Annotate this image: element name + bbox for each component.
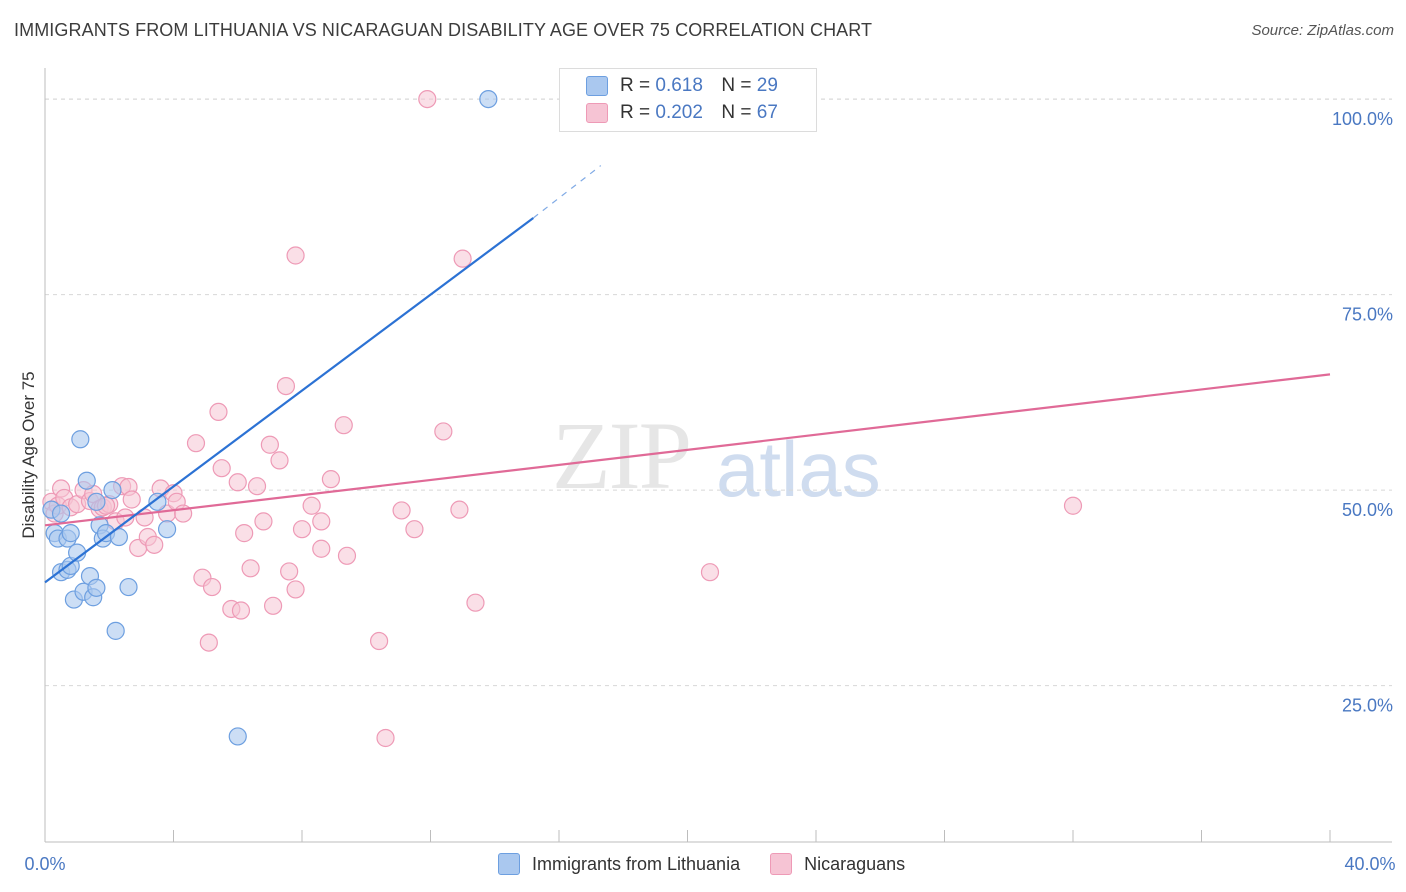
y-tick-label: 25.0% — [1342, 696, 1393, 716]
legend-r-value: 0.202 — [655, 102, 703, 123]
point-lithuania — [51, 504, 71, 523]
point-nicaraguans — [263, 596, 283, 615]
point-nicaraguans — [241, 559, 260, 578]
point-nicaraguans — [700, 563, 720, 582]
point-nicaraguans — [321, 470, 341, 489]
point-nicaraguans — [312, 512, 331, 531]
point-nicaraguans — [199, 633, 218, 652]
point-nicaraguans — [186, 434, 206, 453]
grid-layer — [45, 98, 1392, 687]
point-nicaraguans — [254, 512, 273, 531]
legend-n-label: N = — [721, 102, 752, 123]
point-lithuania — [87, 578, 106, 597]
legend-swatch-lithuania — [586, 76, 608, 96]
source-label: Source: ZipAtlas.com — [1251, 22, 1394, 39]
point-nicaraguans — [122, 490, 141, 509]
point-nicaraguans — [231, 601, 251, 620]
point-nicaraguans — [312, 539, 331, 558]
series-swatch-lithuania — [498, 853, 520, 875]
point-nicaraguans — [247, 477, 267, 496]
legend-row-nicaraguans: R = 0.202 N = 67 — [560, 101, 778, 125]
y-tick-label: 75.0% — [1342, 305, 1393, 325]
point-nicaraguans — [286, 246, 305, 265]
point-lithuania — [157, 520, 177, 539]
point-nicaraguans — [235, 524, 254, 543]
series-label-nicaraguans: Nicaraguans — [804, 853, 906, 874]
point-nicaraguans — [280, 562, 299, 581]
point-nicaraguans — [370, 631, 389, 651]
y-tick-label: 50.0% — [1342, 500, 1393, 520]
x-tick-label: 0.0% — [24, 854, 65, 874]
trendline-nicaraguans — [44, 373, 1331, 527]
point-lithuania — [103, 481, 122, 500]
point-nicaraguans — [376, 728, 395, 748]
point-nicaraguans — [228, 473, 247, 492]
trendline-lithuania — [44, 217, 534, 584]
point-nicaraguans — [145, 535, 164, 554]
legend-r-label: R = — [620, 102, 651, 123]
trend-layer — [44, 165, 1331, 584]
point-nicaraguans — [1063, 496, 1083, 515]
watermark-atlas: atlas — [716, 425, 881, 513]
y-axis-label: Disability Age Over 75 — [19, 371, 38, 538]
point-nicaraguans — [466, 593, 485, 612]
series-swatch-nicaraguans — [770, 853, 793, 875]
series-legend: Immigrants from Lithuania Nicaraguans — [498, 853, 935, 875]
legend-n-value: 29 — [756, 75, 778, 96]
point-nicaraguans — [334, 416, 353, 435]
trendline-lithuania-extension — [532, 165, 602, 219]
point-nicaraguans — [450, 500, 469, 519]
axis-layer: 25.0% 50.0% 75.0% 100.0% 0.0% 40.0% — [24, 68, 1396, 874]
series-legend-lithuania[interactable]: Immigrants from Lithuania — [498, 853, 740, 875]
series-legend-nicaraguans[interactable]: Nicaraguans — [770, 853, 905, 875]
point-nicaraguans — [260, 435, 279, 454]
legend-r-value: 0.618 — [655, 75, 703, 96]
legend-n-label: N = — [721, 75, 752, 96]
point-nicaraguans — [453, 249, 472, 268]
point-lithuania — [119, 577, 138, 597]
legend-swatch-nicaraguans — [586, 103, 608, 123]
point-nicaraguans — [202, 577, 222, 597]
point-nicaraguans — [405, 520, 424, 539]
point-lithuania — [148, 492, 167, 511]
correlation-legend: R = 0.618 N = 29 R = 0.202 N = 67 — [559, 68, 817, 132]
point-nicaraguans — [270, 451, 289, 470]
point-lithuania — [71, 430, 90, 449]
x-tick-label: 40.0% — [1344, 854, 1395, 874]
chart-title: IMMIGRANTS FROM LITHUANIA VS NICARAGUAN … — [14, 20, 873, 40]
watermark-zip: ZIP — [552, 402, 692, 509]
point-lithuania — [77, 471, 96, 490]
point-nicaraguans — [392, 501, 411, 520]
point-nicaraguans — [276, 376, 296, 396]
point-lithuania — [61, 524, 80, 543]
point-nicaraguans — [292, 520, 312, 539]
point-nicaraguans — [286, 580, 305, 599]
legend-r-label: R = — [620, 75, 651, 96]
point-lithuania — [228, 727, 247, 746]
point-nicaraguans — [418, 89, 437, 109]
point-nicaraguans — [212, 459, 231, 478]
legend-n-value: 67 — [756, 102, 778, 123]
series-label-lithuania: Immigrants from Lithuania — [532, 853, 741, 874]
legend-row-lithuania: R = 0.618 N = 29 — [560, 74, 778, 98]
point-lithuania — [106, 621, 125, 640]
points-layer — [42, 89, 1083, 748]
y-tick-label: 100.0% — [1332, 109, 1393, 129]
point-nicaraguans — [434, 422, 453, 441]
point-lithuania — [479, 89, 498, 109]
point-lithuania — [87, 492, 106, 511]
point-nicaraguans — [337, 546, 357, 565]
point-nicaraguans — [302, 496, 321, 515]
point-nicaraguans — [209, 402, 228, 421]
